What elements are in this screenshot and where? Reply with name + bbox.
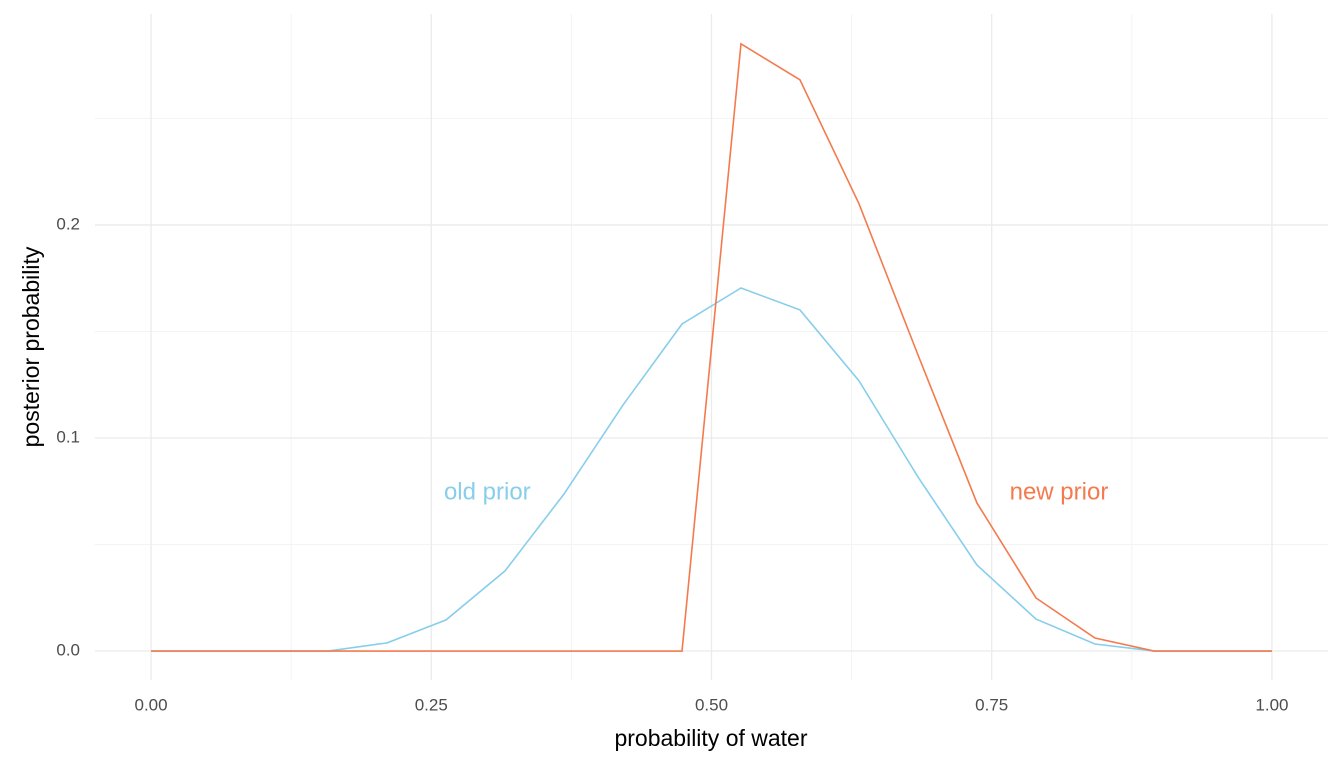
x-tick-label: 0.25 [415,695,448,714]
x-tick-label: 0.50 [695,695,728,714]
y-axis-title: posterior probability [18,246,44,447]
series-line [151,287,1272,652]
y-tick-label: 0.1 [56,427,80,446]
x-axis-title: probability of water [614,725,807,751]
series-line [151,42,1272,652]
y-tick-label: 0.0 [56,641,80,660]
x-tick-label: 1.00 [1255,695,1288,714]
x-tick-label: 0.00 [134,695,167,714]
annotation: new prior [1010,479,1109,506]
y-tick-label: 0.2 [56,214,80,233]
annotation: old prior [444,479,531,506]
x-tick-label: 0.75 [975,695,1008,714]
